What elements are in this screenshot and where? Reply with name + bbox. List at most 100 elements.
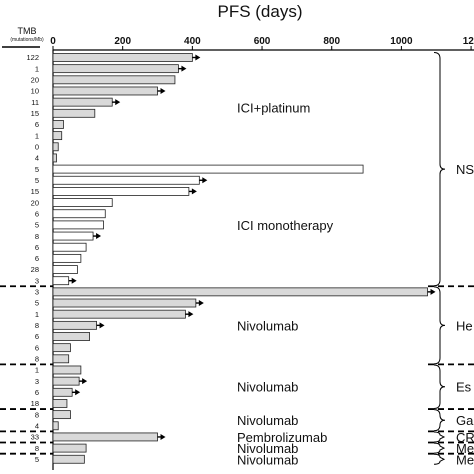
censor-arrowhead	[115, 99, 121, 106]
tmb-value: 11	[31, 98, 39, 107]
censor-arrowhead	[181, 65, 187, 72]
censor-arrowhead	[160, 433, 166, 440]
tmb-value: 5	[35, 221, 39, 230]
bar	[52, 53, 193, 62]
tmb-value: 20	[31, 76, 39, 85]
cancer-group-label: Me	[456, 441, 474, 456]
bar	[52, 298, 197, 308]
tmb-value: 0	[35, 142, 39, 151]
bar	[52, 187, 190, 196]
censor-arrowhead	[188, 311, 194, 318]
censor-arrowhead	[96, 233, 102, 240]
tmb-value: 1	[35, 131, 39, 140]
bar	[52, 454, 85, 464]
censor-arrowhead	[191, 188, 197, 195]
treatment-label: Pembrolizumab	[237, 430, 327, 445]
bar	[52, 343, 71, 353]
treatment-label: ICI+platinum	[237, 101, 310, 116]
bar	[52, 209, 106, 219]
tmb-value: 5	[35, 165, 39, 174]
censor-arrowhead	[71, 277, 77, 284]
group-brace	[433, 442, 446, 454]
bar	[52, 131, 63, 141]
tmb-value: 20	[31, 198, 39, 207]
tmb-value: 6	[35, 120, 39, 129]
x-tick-label: 400	[184, 36, 201, 47]
tmb-value: 28	[31, 265, 39, 274]
chart-title: PFS (days)	[217, 2, 302, 21]
censor-arrowhead	[198, 300, 204, 307]
censor-arrowhead	[195, 54, 201, 61]
tmb-value: 4	[35, 154, 39, 163]
bar	[52, 253, 82, 263]
tmb-value: 33	[31, 433, 39, 442]
bar	[52, 120, 64, 129]
tmb-subheader: (mutations/Mb)	[10, 37, 44, 43]
censor-arrowhead	[75, 389, 81, 396]
treatment-labels: ICI+platinum ICI monotherapy Nivolumab Nivo…	[237, 101, 334, 468]
group-brace	[433, 453, 446, 465]
bar	[52, 320, 97, 330]
tmb-value: 6	[35, 388, 39, 397]
bar	[52, 164, 364, 174]
bar	[52, 287, 428, 297]
bar	[52, 376, 80, 386]
group-brace	[433, 364, 446, 409]
bar	[52, 242, 87, 252]
bar	[52, 265, 78, 274]
bar	[52, 231, 94, 241]
tmb-value: 3	[35, 377, 39, 386]
censor-arrowhead	[202, 177, 208, 184]
tmb-value: 5	[35, 176, 39, 185]
tmb-value: 8	[35, 444, 39, 453]
tmb-labels: 1221201011156104551520658662833518668136…	[26, 53, 39, 464]
group-brace	[433, 52, 446, 287]
treatment-label: Nivolumab	[237, 380, 298, 395]
bar	[52, 354, 70, 364]
bar	[52, 309, 186, 319]
tmb-value: 3	[35, 276, 39, 285]
x-tick-label: 1000	[390, 36, 413, 47]
tmb-value: 15	[31, 109, 39, 118]
bar	[52, 108, 96, 118]
x-tick-label: 0	[50, 36, 56, 47]
bar	[52, 432, 158, 442]
bar	[52, 421, 59, 431]
treatment-label: Nivolumab	[237, 413, 298, 428]
bar	[52, 97, 113, 107]
censor-arrowhead	[430, 288, 436, 295]
bar	[52, 198, 113, 207]
tmb-value: 5	[35, 455, 39, 464]
treatment-label: Nivolumab	[237, 318, 298, 333]
x-tick-label: 200	[114, 36, 131, 47]
tmb-value: 4	[35, 421, 39, 430]
x-tick-label: 600	[254, 36, 271, 47]
cancer-group-label: Me	[456, 452, 474, 467]
group-brace	[433, 431, 446, 443]
tmb-value: 6	[35, 209, 39, 218]
treatment-label: Nivolumab	[237, 452, 298, 467]
tmb-value: 6	[35, 332, 39, 341]
tmb-value: 18	[31, 399, 39, 408]
tmb-header: TMB	[18, 26, 37, 36]
bar	[52, 410, 71, 420]
tmb-value: 8	[35, 232, 39, 241]
bar	[52, 64, 179, 74]
tmb-value: 6	[35, 254, 39, 263]
group-brace	[433, 409, 446, 432]
censor-arrowhead	[99, 322, 105, 329]
tmb-value: 6	[35, 343, 39, 352]
group-separators	[0, 46, 474, 455]
cancer-group-label: Es	[456, 380, 472, 395]
treatment-label: ICI monotherapy	[237, 218, 334, 233]
censor-arrowhead	[160, 87, 166, 94]
bar	[52, 153, 57, 163]
bar	[52, 142, 59, 152]
tmb-value: 10	[31, 87, 39, 96]
tmb-value: 8	[35, 410, 39, 419]
tmb-value: 1	[35, 64, 39, 73]
bar	[52, 387, 73, 397]
bar	[52, 86, 158, 96]
